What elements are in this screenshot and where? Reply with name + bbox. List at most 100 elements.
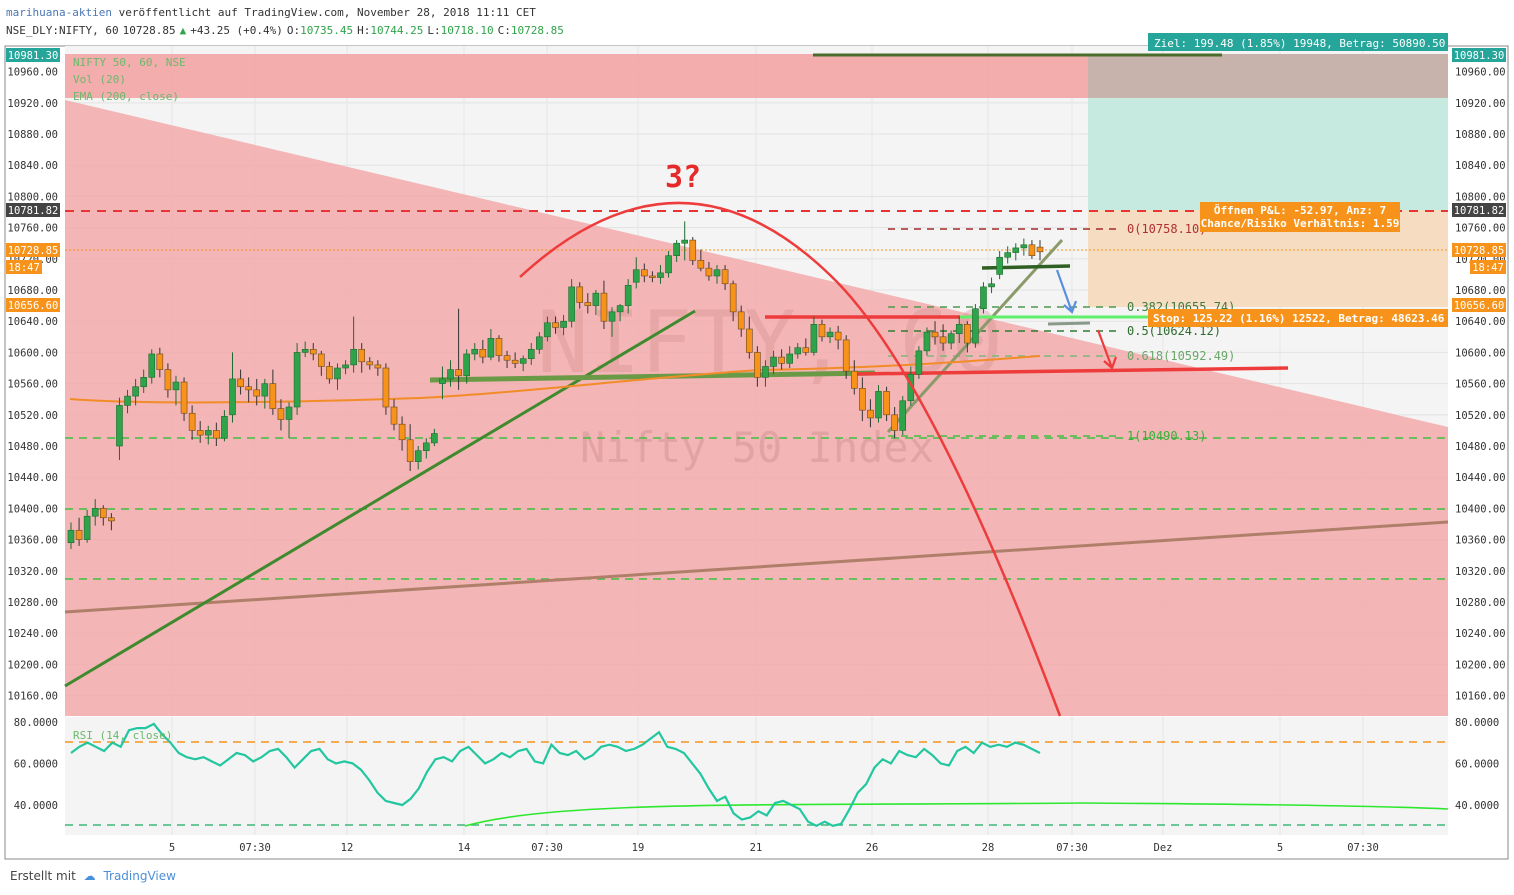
rsi-tick-label: 60.0000: [1455, 758, 1499, 770]
candle-body: [568, 286, 575, 322]
rsi-axis[interactable]: 80.0000 80.0000 60.0000 60.0000 40.0000 40.00…: [14, 717, 1500, 812]
svg-text:18:47: 18:47: [8, 262, 40, 274]
candle-body: [681, 239, 689, 244]
candle-body: [358, 348, 366, 363]
price-tick-label: 10600.00: [1455, 347, 1506, 359]
candle-body: [794, 347, 802, 355]
price-tick-label: 10320.00: [7, 566, 58, 578]
price-tick-label: 10200.00: [7, 659, 58, 671]
pnl-line-2: Chance/Risiko Verhältnis: 1.59: [1201, 217, 1400, 230]
candle-body: [624, 285, 632, 306]
candle-body: [382, 367, 390, 408]
pnl-line-1: Öffnen P&L: -52.97, Anz: 7: [1214, 203, 1386, 217]
price-tick-label: 10760.00: [7, 223, 58, 235]
candle-body: [91, 508, 99, 517]
last-price: 10728.85: [122, 24, 176, 37]
neckline: [429, 370, 876, 383]
svg-text:10781.82: 10781.82: [8, 205, 59, 217]
candle-body: [366, 361, 374, 366]
price-tick-label: 10840.00: [7, 160, 58, 172]
candle-body: [140, 377, 147, 388]
candle-body: [455, 369, 462, 377]
candle-body: [503, 355, 511, 361]
candle-body: [915, 350, 923, 375]
candle-body: [487, 338, 495, 358]
candle-body: [689, 239, 697, 261]
candle-body: [721, 269, 729, 285]
time-tick-label: Dez: [1154, 842, 1173, 854]
time-tick-label: 07:30: [1056, 842, 1088, 854]
price-tag-entry: 10781.82 10781.82: [6, 203, 1506, 217]
low-value: 10718.10: [440, 24, 494, 37]
candle-body: [988, 283, 995, 288]
watermark-name: Nifty 50 Index: [580, 423, 934, 472]
candle-body: [834, 331, 842, 341]
candle-body: [632, 269, 640, 283]
candle-body: [584, 302, 592, 306]
time-tick-label: 07:30: [239, 842, 271, 854]
candle-body: [180, 381, 188, 414]
price-tick-label: 10760.00: [1455, 223, 1506, 235]
price-tick-label: 10560.00: [1455, 379, 1506, 391]
rsi-tick-label: 80.0000: [14, 717, 58, 729]
author-link[interactable]: marihuana-aktien: [6, 6, 112, 19]
rsi-legend: RSI (14, close): [73, 729, 172, 742]
blue-down-arrow-icon: [1055, 269, 1078, 314]
close-value: 10728.85: [510, 24, 564, 37]
change-value: +43.25 (+0.4%): [190, 24, 283, 37]
candle-body: [519, 358, 527, 364]
candle-body: [649, 275, 656, 278]
high-value: 10744.25: [370, 24, 424, 37]
candle-body: [390, 406, 398, 425]
candle-body: [204, 430, 212, 436]
parabolic-arc: [519, 201, 1062, 717]
candle-body: [108, 517, 115, 522]
rsi-tick-label: 40.0000: [1455, 800, 1499, 812]
candle-body: [931, 331, 939, 338]
target-label-box: [1148, 33, 1448, 51]
rsi-tick-label: 80.0000: [1455, 717, 1499, 729]
price-tick-label: 10920.00: [1455, 98, 1506, 110]
time-tick-label: 5: [169, 842, 175, 854]
candle-body: [237, 378, 244, 388]
price-tick-label: 10920.00: [7, 98, 58, 110]
candle-body: [221, 416, 228, 439]
tradingview-brand[interactable]: TradingView: [103, 869, 176, 883]
candle-body: [762, 366, 769, 378]
candle-body: [875, 391, 882, 419]
price-tick-label: 10840.00: [1455, 160, 1506, 172]
candle-body: [1004, 252, 1012, 258]
candle-body: [996, 256, 1003, 275]
made-with-label: Erstellt mit: [10, 869, 76, 883]
price-tick-label: 10360.00: [1455, 535, 1506, 547]
candle-body: [536, 336, 543, 350]
candle-body: [665, 255, 672, 274]
candle-body: [148, 353, 156, 378]
time-axis[interactable]: 5 07:30 12 14 07:30 19 21 26 28 07:30 Dez 5 07:30: [169, 842, 1379, 854]
price-tick-label: 10200.00: [1455, 659, 1506, 671]
grey-marker-line: [1047, 321, 1091, 326]
candle-body: [737, 311, 745, 330]
fib-618-label: 0.618(10592.49): [1127, 349, 1235, 363]
candle-body: [673, 242, 680, 256]
time-tick-label: 28: [982, 842, 995, 854]
price-tick-label: 10960.00: [7, 67, 58, 79]
candle-body: [213, 430, 220, 439]
fib-5-label: 0.5(10624.12): [1127, 324, 1221, 338]
stop-label: Stop: 125.22 (1.16%) 12522, Betrag: 4862…: [1153, 312, 1445, 325]
rising-trend-line: [64, 309, 696, 688]
tradingview-logo-icon[interactable]: ☁: [83, 869, 96, 883]
candle-body: [867, 409, 874, 419]
price-tag-top: 10981.30 10981.30: [6, 48, 1506, 62]
price-axis[interactable]: 10960.00 10960.00 10920.00 10920.00 10880.00…: [7, 67, 1505, 703]
candle-body: [923, 331, 931, 352]
candle-body: [810, 324, 818, 353]
candle-body: [560, 320, 567, 328]
price-tick-label: 10400.00: [1455, 503, 1506, 515]
price-tick-label: 10280.00: [1455, 597, 1506, 609]
svg-text:10656.60: 10656.60: [1454, 300, 1505, 312]
price-tick-label: 10560.00: [7, 379, 58, 391]
legend-volume: Vol (20): [73, 73, 126, 86]
candle-body: [318, 353, 325, 367]
